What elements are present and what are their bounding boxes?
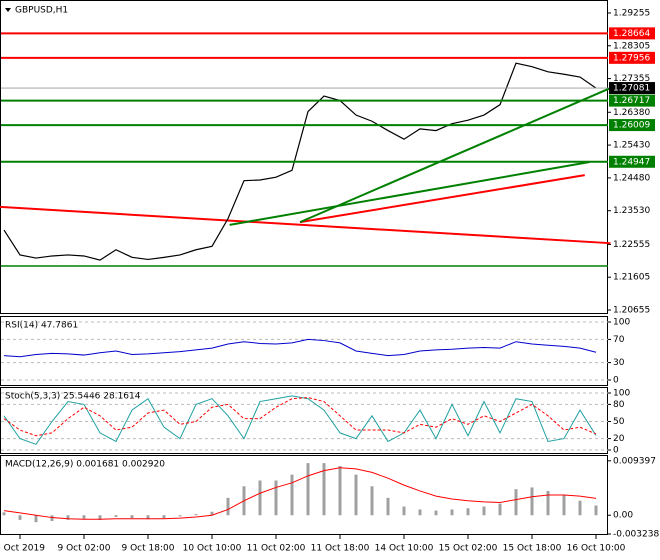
level-label-box bbox=[609, 27, 655, 40]
y-tick-label: 0.00 bbox=[613, 511, 633, 521]
current-price-label: 1.27081 bbox=[613, 84, 650, 94]
level-label: 1.26009 bbox=[613, 121, 650, 131]
symbol-arrow bbox=[5, 8, 11, 12]
stoch-line bbox=[3, 397, 597, 437]
y-tick-label: 1.21605 bbox=[613, 273, 650, 283]
level-label: 1.24947 bbox=[613, 157, 650, 167]
macd-panel bbox=[0, 455, 608, 535]
level-label: 1.26717 bbox=[613, 96, 650, 106]
y-tick-label: 1.24480 bbox=[613, 173, 650, 183]
y-tick-label: 30 bbox=[613, 358, 625, 368]
level-label: 1.27956 bbox=[613, 53, 650, 63]
y-tick-label: 1.29255 bbox=[613, 8, 650, 18]
y-tick-label: 0 bbox=[613, 376, 619, 386]
macd-signal bbox=[3, 467, 597, 520]
level-label-box bbox=[609, 51, 655, 64]
trend-line bbox=[299, 174, 585, 224]
y-tick-label: -0.003238 bbox=[613, 530, 659, 540]
y-tick-label: 20 bbox=[613, 434, 625, 444]
y-tick-label: 0.009397 bbox=[613, 456, 656, 466]
stoch-title: Stoch(5,3,3) 25.5446 28.1614 bbox=[5, 392, 141, 402]
y-tick-label: 70 bbox=[613, 335, 625, 345]
x-tick-label: 10 Oct 10:00 bbox=[183, 544, 242, 554]
y-tick-label: 100 bbox=[613, 318, 630, 328]
y-tick-label: 1.27355 bbox=[613, 74, 650, 84]
x-tick-label: 16 Oct 10:00 bbox=[567, 544, 626, 554]
x-tick-label: 8 Oct 2019 bbox=[0, 544, 45, 554]
level-label-box bbox=[609, 119, 655, 132]
rsi-panel bbox=[0, 316, 608, 386]
y-tick-label: 1.20655 bbox=[613, 306, 650, 316]
x-tick-label: 15 Oct 18:00 bbox=[503, 544, 562, 554]
price-panel bbox=[0, 0, 608, 314]
rsi-title: RSI(14) 47.7861 bbox=[5, 321, 78, 331]
x-tick-label: 9 Oct 18:00 bbox=[122, 544, 175, 554]
y-tick-label: 1.25430 bbox=[613, 141, 650, 151]
y-tick-label: 80 bbox=[613, 400, 625, 410]
macd-title: MACD(12,26,9) 0.001681 0.002920 bbox=[5, 460, 165, 470]
level-label: 1.28664 bbox=[613, 29, 650, 39]
level-label-box bbox=[609, 94, 655, 107]
x-tick-label: 11 Oct 02:00 bbox=[247, 544, 306, 554]
trend-line bbox=[0, 205, 611, 245]
rsi-line bbox=[3, 338, 597, 358]
y-tick-label: 1.28305 bbox=[613, 41, 650, 51]
trend-line bbox=[299, 87, 611, 224]
x-tick-label: 15 Oct 02:00 bbox=[439, 544, 498, 554]
y-tick-label: 1.23530 bbox=[613, 206, 650, 216]
y-tick-label: 0 bbox=[613, 446, 619, 456]
x-tick-label: 14 Oct 10:00 bbox=[375, 544, 434, 554]
y-tick-label: 1.26380 bbox=[613, 108, 650, 118]
y-tick-label: 1.22555 bbox=[613, 240, 650, 250]
price-line bbox=[3, 62, 597, 261]
x-tick-label: 11 Oct 18:00 bbox=[311, 544, 370, 554]
trend-line bbox=[229, 161, 590, 226]
x-tick-label: 9 Oct 02:00 bbox=[58, 544, 111, 554]
level-label-box bbox=[609, 155, 655, 168]
stoch-line bbox=[3, 395, 597, 445]
stoch-panel bbox=[0, 387, 608, 454]
chart-title: GBPUSD,H1 bbox=[15, 6, 68, 16]
current-price-box bbox=[609, 82, 655, 95]
y-tick-label: 100 bbox=[613, 389, 630, 399]
y-tick-label: 50 bbox=[613, 417, 625, 427]
